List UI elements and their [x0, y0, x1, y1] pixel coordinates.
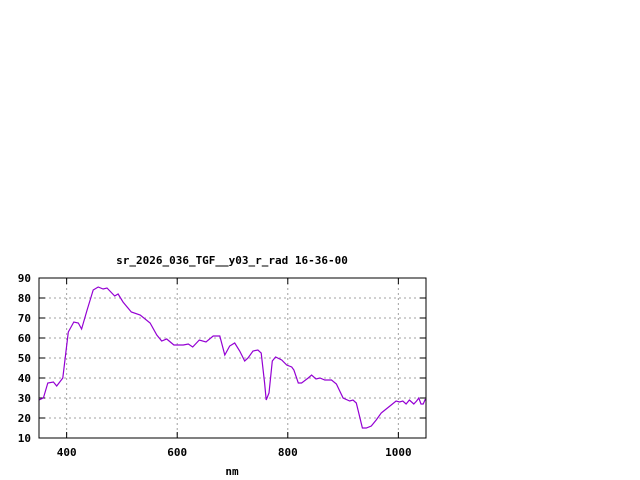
- y-tick-label: 60: [18, 332, 31, 345]
- y-tick-label: 30: [18, 392, 31, 405]
- x-tick-label: 600: [167, 446, 187, 459]
- x-axis-label: nm: [225, 465, 239, 478]
- axis-ticks: 10 20 30 40 50 60 70 80 90 400 600 800 1000: [18, 272, 426, 459]
- chart-title: sr_2026_036_TGF__y03_r_rad 16-36-00: [116, 254, 348, 267]
- plot-border: [38, 277, 427, 439]
- y-tick-label: 90: [18, 272, 31, 285]
- y-tick-label: 40: [18, 372, 31, 385]
- y-tick-label: 70: [18, 312, 31, 325]
- y-tick-label: 20: [18, 412, 31, 425]
- series-line: [38, 286, 426, 429]
- y-tick-label: 10: [18, 432, 31, 445]
- x-tick-label: 800: [278, 446, 298, 459]
- grid: [39, 278, 426, 438]
- y-tick-label: 50: [18, 352, 31, 365]
- x-tick-label: 400: [57, 446, 77, 459]
- x-tick-label: 1000: [385, 446, 412, 459]
- y-tick-label: 80: [18, 292, 31, 305]
